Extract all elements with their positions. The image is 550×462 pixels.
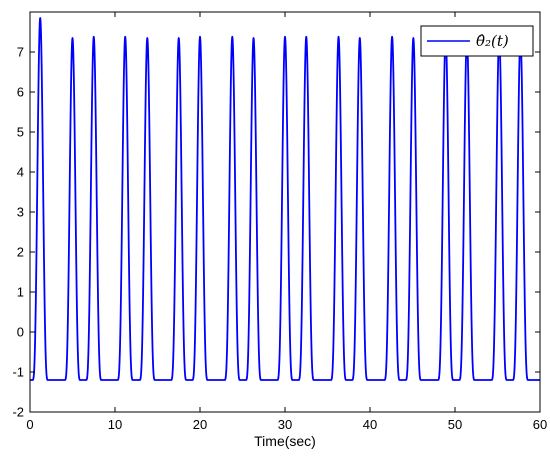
y-tick-label: 6 [17,85,24,100]
x-tick-label: 0 [26,417,33,432]
x-axis-ticks: 0 10 20 30 40 50 60 [26,12,547,432]
x-tick-label: 50 [448,417,462,432]
x-tick-label: 40 [363,417,377,432]
y-tick-label: 5 [17,125,24,140]
x-tick-label: 20 [193,417,207,432]
y-tick-label: 0 [17,325,24,340]
legend: θ̂₂(t) [420,25,534,57]
y-tick-label: 3 [17,205,24,220]
y-tick-label: 7 [17,45,24,60]
series-layer [30,17,540,381]
axes-background [30,12,540,412]
x-tick-label: 10 [108,417,122,432]
x-tick-label: 30 [278,417,292,432]
plot-area: 0 10 20 30 40 50 60 -2 -1 0 1 2 3 4 5 6 7 [12,11,547,432]
y-tick-label: -2 [12,405,24,420]
y-tick-label: 1 [17,285,24,300]
series-line-theta2 [30,17,540,381]
y-tick-label: 4 [17,165,24,180]
x-tick-label: 60 [533,417,547,432]
y-tick-label: 2 [17,245,24,260]
legend-label-theta2: θ̂₂(t) [476,32,509,50]
y-axis-ticks: -2 -1 0 1 2 3 4 5 6 7 [12,45,540,420]
y-tick-label: -1 [12,365,24,380]
x-axis-label: Time(sec) [254,433,316,449]
